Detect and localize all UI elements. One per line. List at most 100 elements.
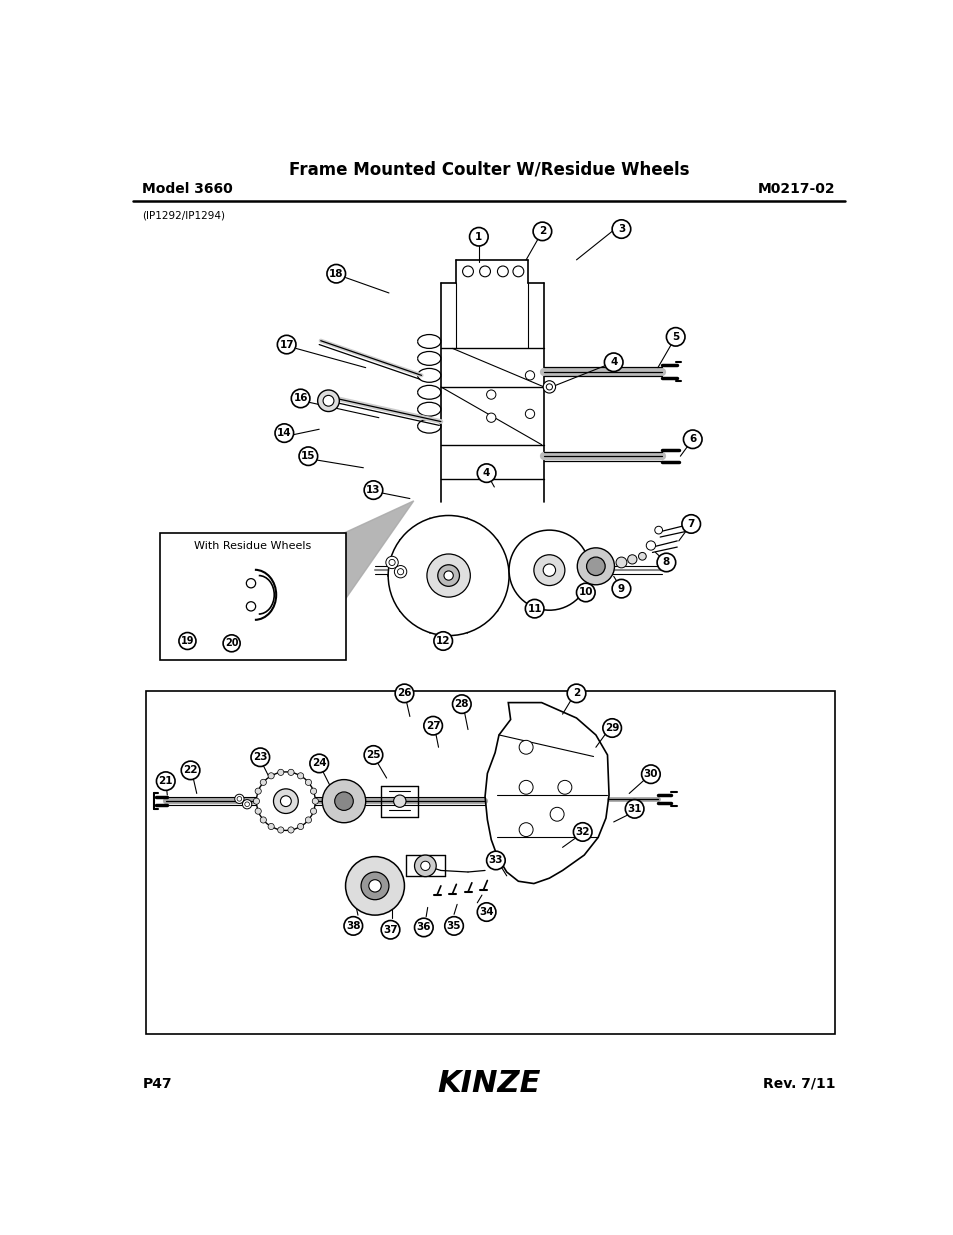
- Circle shape: [181, 761, 199, 779]
- Circle shape: [525, 370, 534, 380]
- Text: 36: 36: [416, 923, 431, 932]
- Circle shape: [277, 827, 284, 834]
- Circle shape: [317, 390, 339, 411]
- Text: 28: 28: [454, 699, 469, 709]
- Text: 16: 16: [293, 394, 308, 404]
- Circle shape: [542, 564, 555, 577]
- Circle shape: [567, 684, 585, 703]
- Text: 15: 15: [301, 451, 315, 461]
- Circle shape: [394, 795, 406, 808]
- Circle shape: [476, 903, 496, 921]
- Circle shape: [525, 599, 543, 618]
- Circle shape: [641, 764, 659, 783]
- Circle shape: [573, 823, 592, 841]
- Circle shape: [443, 571, 453, 580]
- Text: 12: 12: [436, 636, 450, 646]
- Circle shape: [558, 781, 571, 794]
- Circle shape: [624, 799, 643, 818]
- Circle shape: [274, 424, 294, 442]
- Circle shape: [427, 555, 470, 597]
- Text: 31: 31: [627, 804, 641, 814]
- Text: 30: 30: [643, 769, 658, 779]
- Circle shape: [298, 447, 317, 466]
- Circle shape: [420, 861, 430, 871]
- Text: 24: 24: [312, 758, 326, 768]
- Circle shape: [389, 559, 395, 566]
- Circle shape: [452, 695, 471, 714]
- Text: 14: 14: [276, 429, 292, 438]
- Circle shape: [645, 541, 655, 550]
- Polygon shape: [327, 501, 414, 626]
- Text: 33: 33: [488, 856, 502, 866]
- Text: 17: 17: [279, 340, 294, 350]
- Text: 2: 2: [572, 688, 579, 698]
- Circle shape: [234, 794, 244, 804]
- Circle shape: [550, 808, 563, 821]
- Text: 7: 7: [687, 519, 694, 529]
- Circle shape: [415, 918, 433, 936]
- Circle shape: [682, 430, 701, 448]
- Circle shape: [518, 740, 533, 755]
- Circle shape: [360, 872, 389, 900]
- Circle shape: [245, 802, 249, 806]
- Circle shape: [586, 557, 604, 576]
- Circle shape: [681, 515, 700, 534]
- Circle shape: [525, 409, 534, 419]
- Text: 38: 38: [346, 921, 360, 931]
- Circle shape: [236, 797, 241, 802]
- Circle shape: [469, 227, 488, 246]
- Text: 6: 6: [688, 435, 696, 445]
- Text: 8: 8: [662, 557, 669, 567]
- Circle shape: [280, 795, 291, 806]
- Circle shape: [576, 583, 595, 601]
- Circle shape: [335, 792, 353, 810]
- Circle shape: [251, 748, 270, 767]
- Circle shape: [638, 552, 645, 561]
- Circle shape: [291, 389, 310, 408]
- Circle shape: [369, 879, 381, 892]
- Text: P47: P47: [142, 1077, 172, 1091]
- Circle shape: [654, 526, 661, 534]
- Circle shape: [310, 808, 316, 814]
- Text: 34: 34: [478, 906, 494, 918]
- Circle shape: [388, 515, 509, 636]
- Circle shape: [277, 769, 284, 776]
- Circle shape: [344, 916, 362, 935]
- Circle shape: [542, 380, 555, 393]
- Circle shape: [444, 916, 463, 935]
- Text: 9: 9: [618, 584, 624, 594]
- Text: M0217-02: M0217-02: [757, 182, 835, 196]
- Circle shape: [434, 632, 452, 651]
- Circle shape: [486, 851, 505, 869]
- Circle shape: [513, 266, 523, 277]
- Circle shape: [364, 746, 382, 764]
- Circle shape: [223, 635, 240, 652]
- Circle shape: [156, 772, 174, 790]
- Text: KINZE: KINZE: [436, 1070, 540, 1098]
- Bar: [146, 692, 835, 1034]
- Circle shape: [297, 824, 303, 830]
- Circle shape: [534, 555, 564, 585]
- Circle shape: [268, 773, 274, 779]
- Circle shape: [415, 855, 436, 877]
- Circle shape: [385, 556, 397, 568]
- Text: 37: 37: [383, 925, 397, 935]
- Circle shape: [666, 327, 684, 346]
- Circle shape: [260, 779, 266, 785]
- Circle shape: [310, 788, 316, 794]
- Text: 35: 35: [446, 921, 461, 931]
- Circle shape: [305, 779, 312, 785]
- Text: 22: 22: [183, 766, 197, 776]
- Text: 3: 3: [618, 224, 624, 235]
- Circle shape: [616, 557, 626, 568]
- Text: With Residue Wheels: With Residue Wheels: [193, 541, 311, 551]
- Circle shape: [312, 798, 318, 804]
- Text: 1: 1: [475, 232, 482, 242]
- Bar: [159, 534, 345, 661]
- Circle shape: [288, 769, 294, 776]
- Circle shape: [394, 566, 406, 578]
- Text: 21: 21: [158, 776, 172, 787]
- Circle shape: [509, 530, 589, 610]
- Circle shape: [327, 264, 345, 283]
- Text: 18: 18: [329, 269, 343, 279]
